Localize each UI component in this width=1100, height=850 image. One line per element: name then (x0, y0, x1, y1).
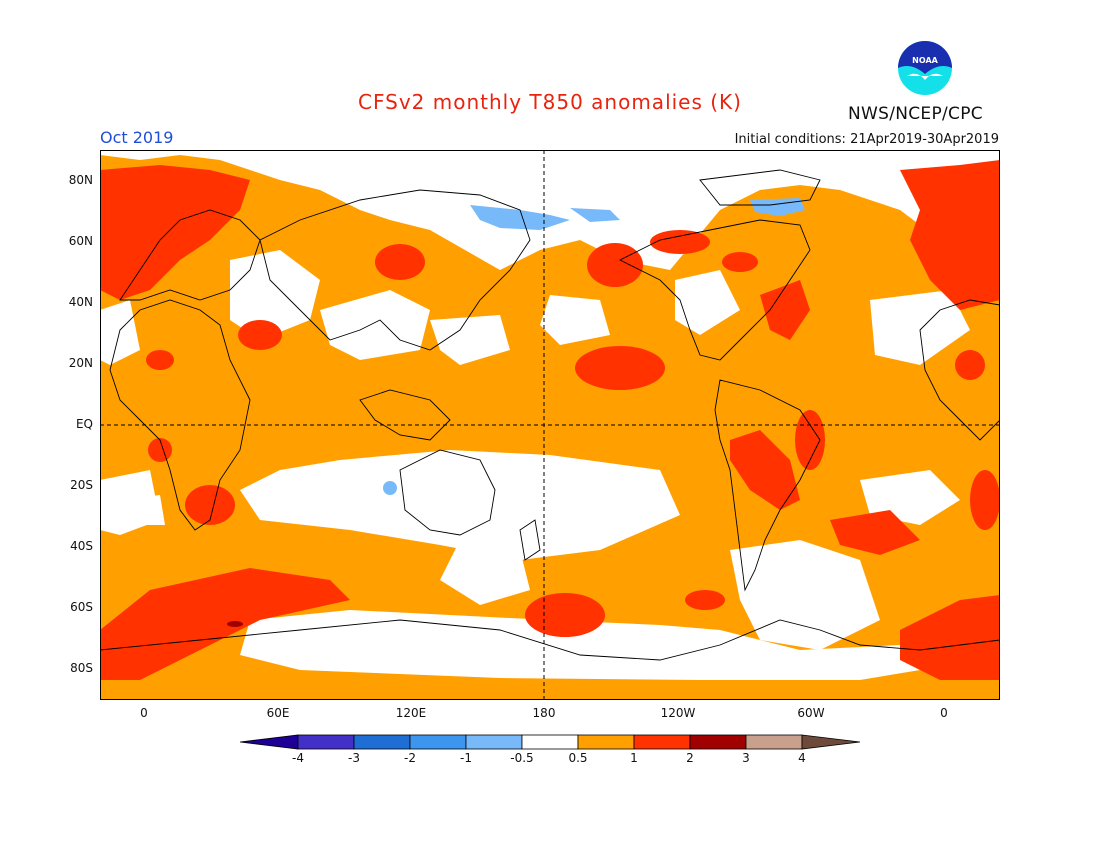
color-scale-segment (801, 734, 861, 750)
color-scale-label: 2 (686, 751, 694, 765)
lon-label: 60W (797, 706, 825, 720)
color-scale-segment (577, 734, 635, 750)
lat-label: 60N (68, 234, 93, 248)
color-scale-label: 0.5 (568, 751, 588, 765)
lat-label: 80S (70, 661, 93, 675)
lon-label: 60E (266, 706, 290, 720)
color-scale-label: 4 (798, 751, 806, 765)
forecast-month: Oct 2019 (100, 128, 174, 147)
strong-anomaly-regions (100, 160, 1000, 680)
lat-label: 60S (70, 600, 93, 614)
color-scale-label: 3 (742, 751, 750, 765)
noaa-logo-text: NOAA (912, 56, 938, 65)
color-scale-label: -4 (292, 751, 304, 765)
color-scale-segment (240, 734, 299, 750)
noaa-logo: NOAA (898, 41, 952, 95)
color-scale-segment (633, 734, 691, 750)
color-scale-label: -2 (404, 751, 416, 765)
lon-label: 0 (140, 706, 148, 720)
color-scale-label: -3 (348, 751, 360, 765)
lon-label: 120E (395, 706, 427, 720)
color-scale-label: -1 (460, 751, 472, 765)
lat-label: 20S (70, 478, 93, 492)
initial-conditions: Initial conditions: 21Apr2019-30Apr2019 (734, 132, 999, 147)
lat-label: 40S (70, 539, 93, 553)
color-scale-segment (297, 734, 355, 750)
color-scale-label: 1 (630, 751, 638, 765)
color-scale-segment (521, 734, 579, 750)
color-scale-segment (465, 734, 523, 750)
lat-label: 80N (68, 173, 93, 187)
lat-label: 40N (68, 295, 93, 309)
lat-label: 20N (68, 356, 93, 370)
color-scale-segment (353, 734, 411, 750)
color-scale-segment (409, 734, 467, 750)
lon-label: 120W (660, 706, 696, 720)
map-title: CFSv2 monthly T850 anomalies (K) (358, 90, 742, 114)
extreme-anomaly-spot (227, 621, 243, 627)
lat-label: EQ (75, 417, 93, 431)
color-scale-bar (240, 734, 861, 750)
coastlines (100, 169, 1000, 661)
lon-label: 180 (532, 706, 556, 720)
near-zero-regions (100, 150, 1000, 680)
color-scale-segment (745, 734, 803, 750)
anomaly-map (100, 150, 1000, 700)
color-scale-label: -0.5 (510, 751, 534, 765)
lon-label: 0 (940, 706, 948, 720)
color-scale-segment (689, 734, 747, 750)
agency-label: NWS/NCEP/CPC (848, 104, 983, 124)
